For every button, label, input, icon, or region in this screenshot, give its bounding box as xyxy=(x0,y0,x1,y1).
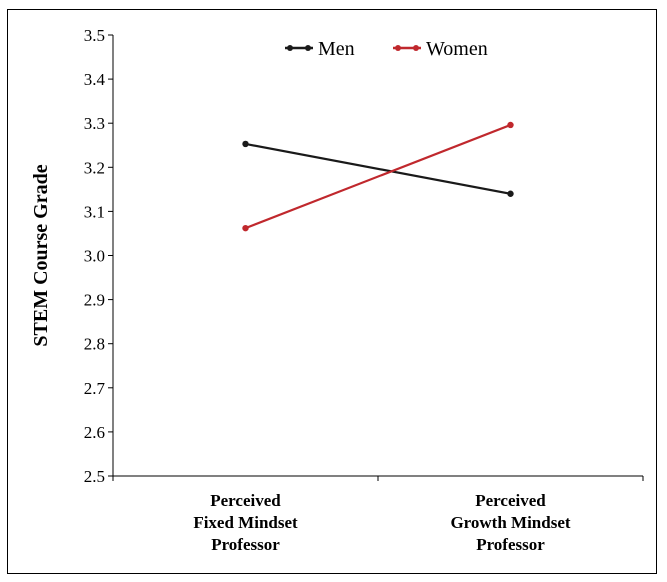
legend: Men Women xyxy=(285,38,488,60)
x-category-label-line: Professor xyxy=(476,535,545,554)
x-category-labels: Perceived Fixed Mindset ProfessorPerceived… xyxy=(193,491,571,554)
x-category-label-line: Perceived xyxy=(210,491,281,510)
y-tick-label: 2.6 xyxy=(84,423,105,442)
series-line-men xyxy=(245,142,511,195)
legend-label-men: Men xyxy=(318,38,355,60)
y-ticks: 2.5 2.6 2.7 2.8 2.9 3.0 3.1 3.2 3.3 3.4 3.5 xyxy=(84,26,113,486)
y-axis-title: STEM Course Grade xyxy=(30,164,52,346)
x-category-label: Perceived Growth Mindset Professor xyxy=(450,491,570,554)
legend-swatch-marker xyxy=(413,45,419,51)
legend-swatch-marker xyxy=(395,45,401,51)
y-tick-label: 3.4 xyxy=(84,70,106,89)
data-point-women xyxy=(242,224,249,232)
y-tick-label: 3.2 xyxy=(84,158,105,177)
legend-label-women: Women xyxy=(426,38,488,60)
y-tick-label: 3.3 xyxy=(84,114,105,133)
y-tick-label: 3.0 xyxy=(84,247,105,266)
y-tick-label: 2.8 xyxy=(84,335,105,354)
legend-swatch-marker xyxy=(287,45,293,51)
x-category-label-line: Professor xyxy=(211,535,280,554)
data-point-men xyxy=(507,190,514,197)
series-lines xyxy=(242,121,514,232)
y-tick-label: 3.5 xyxy=(84,26,105,45)
series-line-women xyxy=(245,123,511,230)
x-category-label-line: Fixed Mindset xyxy=(193,513,298,532)
y-tick-label: 3.1 xyxy=(84,202,105,221)
data-point-men xyxy=(242,140,249,148)
x-category-label-line: Growth Mindset xyxy=(450,513,570,532)
y-tick-label: 2.5 xyxy=(84,467,105,486)
legend-swatch-marker xyxy=(305,45,311,51)
x-category-label: Perceived Fixed Mindset Professor xyxy=(193,491,298,554)
data-point-women xyxy=(507,121,514,129)
axes xyxy=(112,35,644,481)
y-tick-label: 2.9 xyxy=(84,291,105,310)
y-tick-label: 2.7 xyxy=(84,379,106,398)
chart-frame xyxy=(7,9,657,574)
x-category-label-line: Perceived xyxy=(475,491,546,510)
